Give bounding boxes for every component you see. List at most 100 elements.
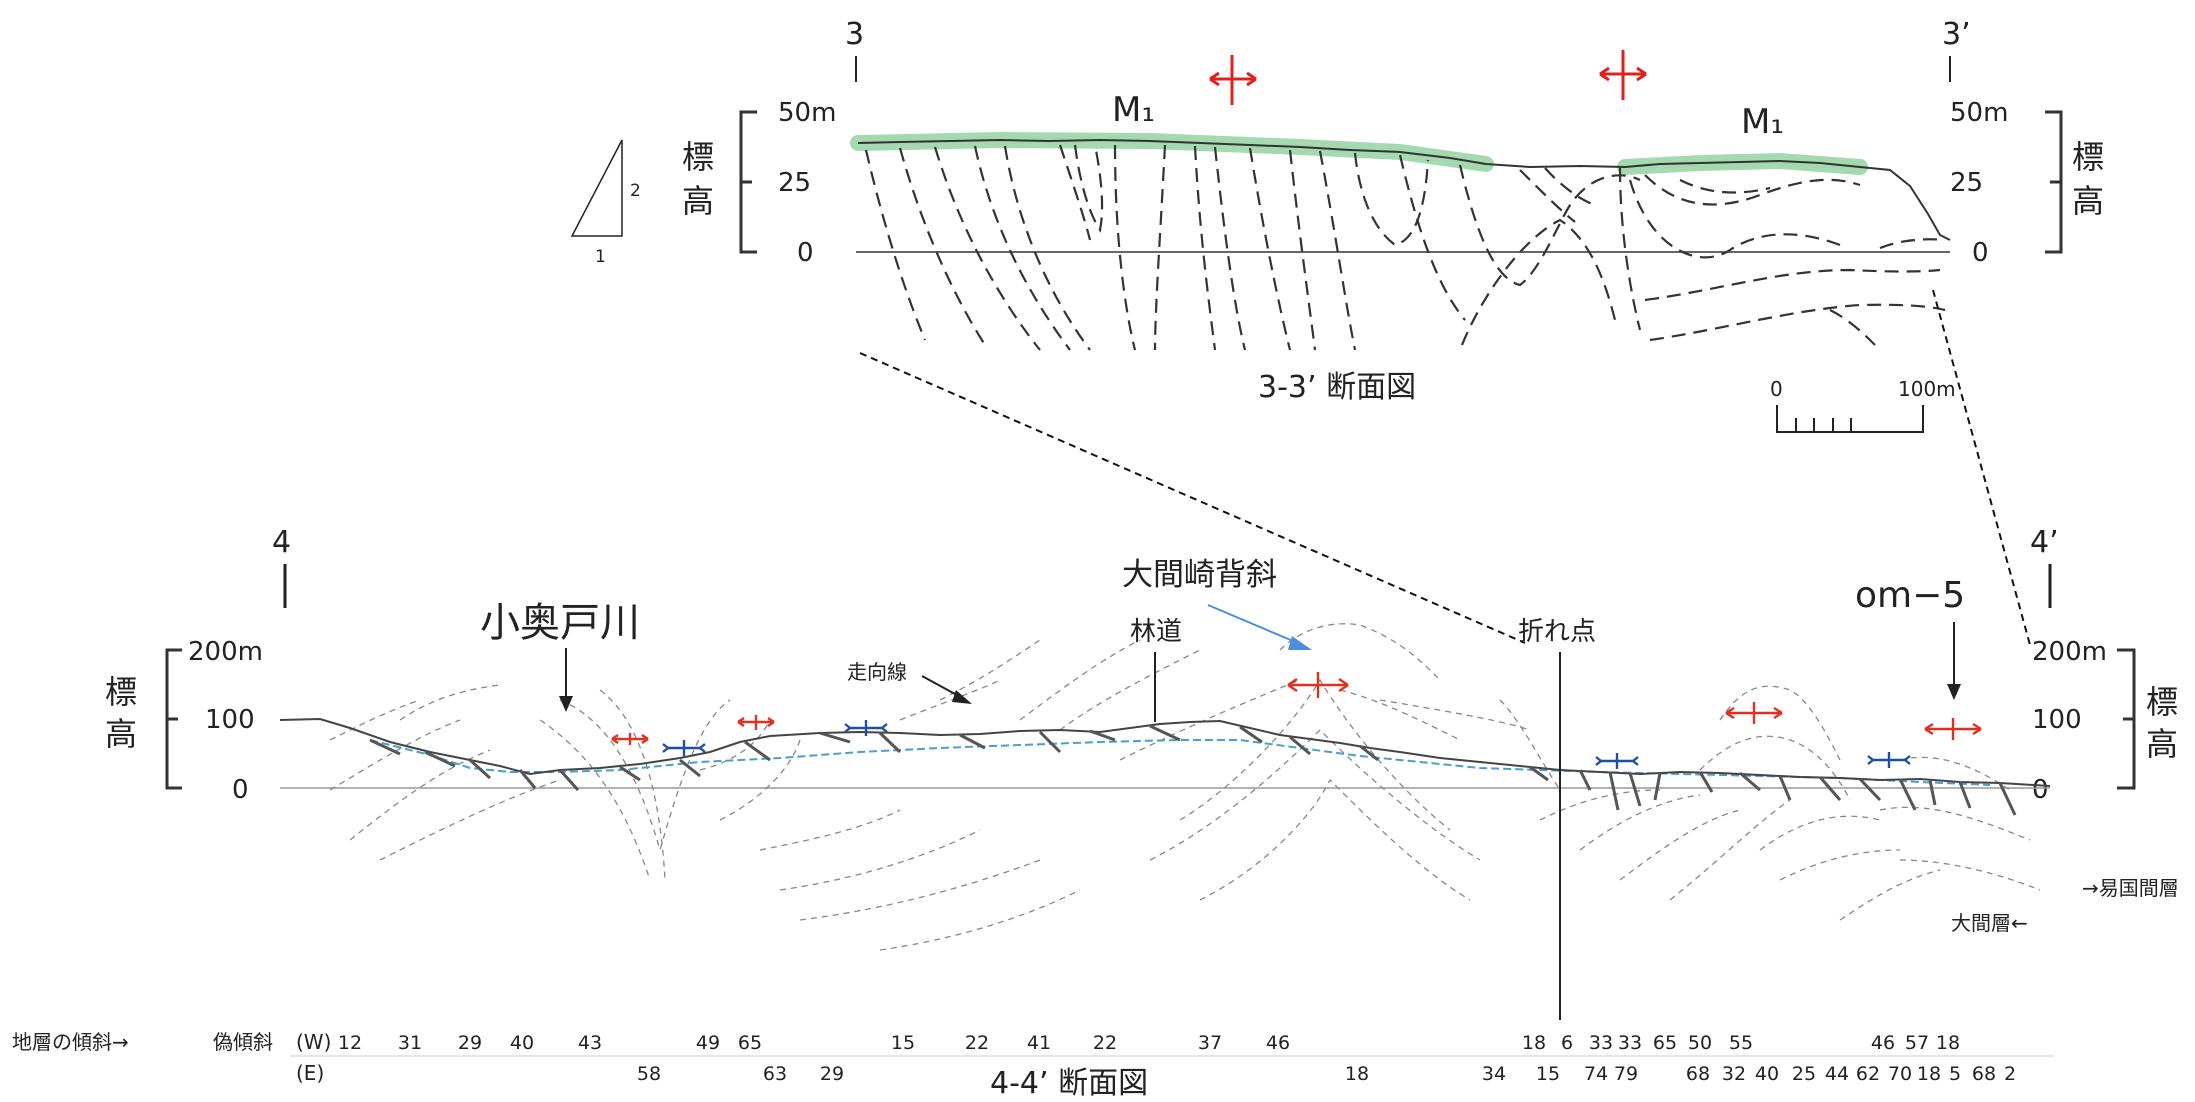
dip-value-e-15: 18: [1917, 1063, 1941, 1085]
upper-scale-bar: 0 100m: [1770, 377, 1956, 433]
connector-line-right: [1932, 289, 2031, 646]
upper-right-tick-50: 50m: [1950, 98, 2008, 128]
bend-point-label: 折れ点: [1518, 617, 1596, 647]
section-4-end-label: 4’: [2030, 525, 2059, 560]
anticline-symbol-e: [1924, 718, 1982, 740]
anticline-label: 大間崎背斜: [1122, 557, 1277, 593]
lower-right-axis-title-2: 高: [2146, 725, 2178, 763]
dip-value-w-14: 6: [1561, 1032, 1573, 1054]
dip-value-e-11: 25: [1792, 1063, 1816, 1085]
upper-right-axis-title-2: 高: [2072, 182, 2104, 220]
lower-left-tick-200: 200m: [188, 637, 263, 667]
terrace-unit-label-left: M₁: [1112, 90, 1155, 130]
dip-value-e-9: 32: [1722, 1063, 1746, 1085]
lower-right-tick-0: 0: [2032, 775, 2049, 805]
dip-value-w-16: 33: [1618, 1032, 1642, 1054]
river-label: 小奥戸川: [480, 600, 640, 646]
forest-road-label: 林道: [1130, 617, 1182, 647]
upper-section-caption: 3-3’ 断面図: [1258, 370, 1416, 405]
dip-value-e-6: 74: [1584, 1063, 1608, 1085]
river-arrow-head: [559, 696, 573, 712]
dip-value-w-22: 18: [1936, 1032, 1960, 1054]
sample-label: om−5: [1855, 575, 1965, 616]
connector-line-left: [859, 352, 1526, 644]
upper-right-elevation-axis: 50m 25 0 標 高: [1950, 98, 2104, 268]
dip-value-e-3: 18: [1345, 1063, 1369, 1085]
upper-right-tick-0: 0: [1972, 238, 1989, 268]
upper-left-elevation-axis: 標 高 50m 25 0: [682, 98, 836, 268]
dip-value-e-12: 44: [1825, 1063, 1849, 1085]
dip-value-w-11: 37: [1198, 1032, 1222, 1054]
section-3-start-label: 3: [845, 17, 864, 52]
upper-left-tick-25: 25: [778, 168, 811, 198]
dip-value-e-0: 58: [637, 1063, 661, 1085]
dip-values-e: 58 63 29 18 34 15 74 79 68 32 40 25 44 62 70 18 5 68 2: [637, 1063, 2016, 1085]
anticline-arrow-head: [1288, 636, 1312, 650]
lower-left-elevation-axis: 標 高 200m 100 0: [105, 637, 263, 805]
dip-value-e-10: 40: [1755, 1063, 1779, 1085]
upper-left-axis-title-2: 高: [682, 182, 714, 220]
anticline-symbol-d: [1725, 702, 1783, 724]
dip-row-e-label: (E): [296, 1061, 324, 1085]
apparent-dip-label: 偽傾斜: [213, 1030, 273, 1054]
dip-value-w-7: 15: [891, 1032, 915, 1054]
dip-title: 地層の傾斜→: [12, 1030, 129, 1054]
section-4-start-label: 4: [272, 525, 291, 560]
dip-value-w-2: 29: [458, 1032, 482, 1054]
upper-anticline-symbol-2: [1599, 50, 1647, 100]
dip-value-w-18: 50: [1688, 1032, 1712, 1054]
dip-value-w-13: 18: [1522, 1032, 1546, 1054]
lower-strata-lines: [329, 623, 2041, 951]
strike-line-label: 走向線: [847, 660, 907, 684]
upper-right-tick-25: 25: [1950, 168, 1983, 198]
anticline-arrow: [1207, 604, 1301, 645]
section-4-4: 4 4’ 標 高 200m 100 0 200m 100 0 標 高: [12, 525, 2179, 1085]
dip-value-w-19: 55: [1729, 1032, 1753, 1054]
upper-left-tick-50: 50m: [778, 98, 836, 128]
syncline-symbol-a: [662, 740, 706, 756]
upper-strata-lines: [864, 144, 1946, 351]
dip-row-w-label: (W): [296, 1030, 331, 1054]
upper-anticline-symbol-1: [1209, 55, 1257, 105]
upper-scale-start: 0: [1770, 377, 1783, 401]
section-3-end-label: 3’: [1942, 17, 1971, 52]
slope-triangle-vertical: 2: [630, 181, 641, 201]
lower-section-caption-visible: 4-4’ 断面図: [990, 1066, 1149, 1101]
syncline-symbol-d: [1867, 752, 1911, 768]
dip-value-e-14: 70: [1888, 1063, 1912, 1085]
dip-value-e-18: 2: [2004, 1063, 2016, 1085]
section-3-3: 3 3’ 2 1 標 高 50m 25 0 50m 25 0 標 高: [570, 17, 2104, 433]
dip-value-w-4: 43: [578, 1032, 602, 1054]
formation-label-right: →易国間層: [2082, 876, 2179, 900]
lower-anticline-symbols: [611, 672, 1982, 745]
anticline-symbol-a: [611, 733, 649, 745]
dip-value-e-1: 63: [763, 1063, 787, 1085]
syncline-symbol-b: [844, 720, 888, 736]
lower-syncline-symbols: [662, 720, 1911, 769]
dip-value-w-1: 31: [398, 1032, 422, 1054]
terrace-unit-label-right: M₁: [1741, 102, 1784, 142]
dip-value-e-4: 34: [1482, 1063, 1506, 1085]
lower-right-tick-200: 200m: [2032, 637, 2107, 667]
dip-value-w-5: 49: [696, 1032, 720, 1054]
dip-value-e-8: 68: [1686, 1063, 1710, 1085]
dip-value-w-12: 46: [1266, 1032, 1290, 1054]
anticline-symbol-c: [1287, 672, 1349, 698]
apparent-dip-table: 地層の傾斜→ 偽傾斜 (W) (E) 12 31 29 40 43 49 65 15 22 41 2…: [12, 1030, 2055, 1085]
dip-value-w-3: 40: [510, 1032, 534, 1054]
dip-value-e-13: 62: [1856, 1063, 1880, 1085]
dip-value-e-2: 29: [820, 1063, 844, 1085]
upper-right-axis-title-1: 標: [2072, 138, 2104, 176]
dip-value-e-16: 5: [1949, 1063, 1961, 1085]
formation-label-left: 大間層←: [1951, 911, 2028, 935]
dip-value-w-17: 65: [1653, 1032, 1677, 1054]
lower-right-tick-100: 100: [2032, 705, 2082, 735]
strike-line-arrow-head: [952, 690, 972, 704]
dip-value-w-6: 65: [738, 1032, 762, 1054]
slope-triangle-horizontal: 1: [595, 247, 606, 267]
upper-topography-line: [857, 138, 1951, 241]
syncline-symbol-c: [1595, 753, 1639, 769]
lower-left-axis-title-1: 標: [105, 673, 137, 711]
